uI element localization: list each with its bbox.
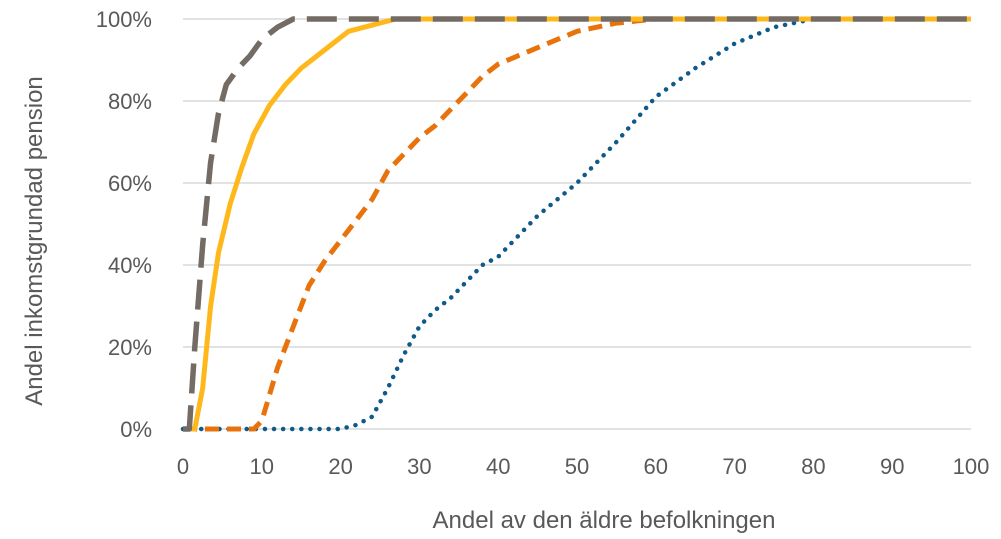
x-tick-label: 70 (722, 454, 746, 479)
gridlines (183, 18, 971, 430)
x-tick-label: 20 (328, 454, 352, 479)
series-line-4 (183, 16, 971, 432)
series-line-2 (183, 16, 971, 432)
x-tick-label: 40 (486, 454, 510, 479)
y-tick-label: 60% (108, 171, 152, 196)
x-tick-label: 10 (250, 454, 274, 479)
x-tick-label: 100 (953, 454, 990, 479)
series-line-1 (180, 16, 974, 432)
y-tick-label: 0% (120, 417, 152, 442)
x-tick-label: 60 (644, 454, 668, 479)
x-tick-label: 0 (177, 454, 189, 479)
x-axis-tick-labels: 0 10 20 30 40 50 60 70 80 90 100 (177, 454, 989, 479)
x-tick-label: 80 (801, 454, 825, 479)
x-tick-label: 50 (565, 454, 589, 479)
y-axis-tick-labels: 0% 20% 40% 60% 80% 100% (96, 7, 152, 442)
y-tick-label: 80% (108, 89, 152, 114)
y-tick-label: 40% (108, 253, 152, 278)
x-axis-title: Andel av den äldre befolkningen (433, 507, 776, 534)
x-tick-label: 30 (407, 454, 431, 479)
series-line-3 (183, 16, 971, 432)
y-tick-label: 20% (108, 335, 152, 360)
x-tick-label: 90 (880, 454, 904, 479)
series-lines (180, 16, 974, 432)
y-tick-label: 100% (96, 7, 152, 32)
y-axis-title: Andel inkomstgrundad pension (21, 76, 48, 406)
